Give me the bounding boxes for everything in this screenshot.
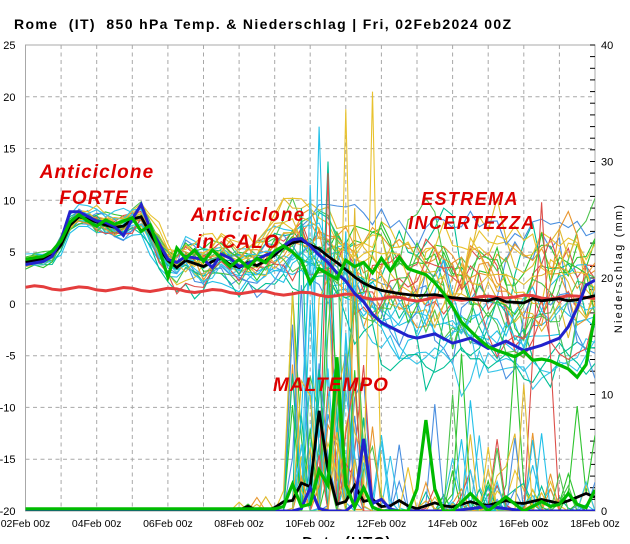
svg-text:Date (UTC): Date (UTC): [302, 534, 392, 539]
svg-text:10: 10: [3, 195, 15, 207]
svg-text:MALTEMPO: MALTEMPO: [273, 375, 389, 396]
svg-text:0: 0: [9, 299, 15, 311]
svg-text:ESTREMA: ESTREMA: [421, 189, 519, 209]
svg-text:FORTE: FORTE: [59, 188, 129, 209]
svg-text:Rome (IT) 850 hPa Temp. & Ni: Rome (IT) 850 hPa Temp. & Niederschlag |…: [14, 16, 512, 32]
svg-text:5: 5: [9, 247, 15, 259]
svg-text:Niederschlag (mm): Niederschlag (mm): [613, 203, 625, 333]
svg-text:10: 10: [601, 390, 613, 402]
svg-text:-5: -5: [6, 351, 16, 363]
svg-text:INCERTEZZA: INCERTEZZA: [408, 213, 536, 233]
svg-text:Anticiclone: Anticiclone: [39, 162, 155, 183]
svg-text:10Feb 00z: 10Feb 00z: [285, 518, 335, 530]
svg-text:0: 0: [601, 506, 607, 518]
svg-text:-10: -10: [0, 402, 16, 414]
svg-text:30: 30: [601, 157, 613, 169]
svg-text:08Feb 00z: 08Feb 00z: [214, 518, 264, 530]
svg-text:18Feb 00z: 18Feb 00z: [570, 518, 620, 530]
svg-text:12Feb 00z: 12Feb 00z: [357, 518, 407, 530]
svg-text:Anticiclone: Anticiclone: [190, 205, 306, 226]
svg-text:14Feb 00z: 14Feb 00z: [428, 518, 478, 530]
svg-text:-20: -20: [0, 506, 16, 518]
svg-text:04Feb 00z: 04Feb 00z: [72, 518, 122, 530]
svg-text:15: 15: [3, 144, 15, 156]
svg-text:06Feb 00z: 06Feb 00z: [143, 518, 193, 530]
svg-text:16Feb 00z: 16Feb 00z: [499, 518, 549, 530]
svg-text:02Feb 00z: 02Feb 00z: [1, 518, 51, 530]
svg-text:40: 40: [601, 40, 613, 52]
svg-text:-15: -15: [0, 454, 16, 466]
svg-text:in CALO: in CALO: [196, 232, 280, 253]
svg-text:20: 20: [3, 92, 15, 104]
svg-text:20: 20: [601, 273, 613, 285]
svg-text:25: 25: [3, 40, 15, 52]
